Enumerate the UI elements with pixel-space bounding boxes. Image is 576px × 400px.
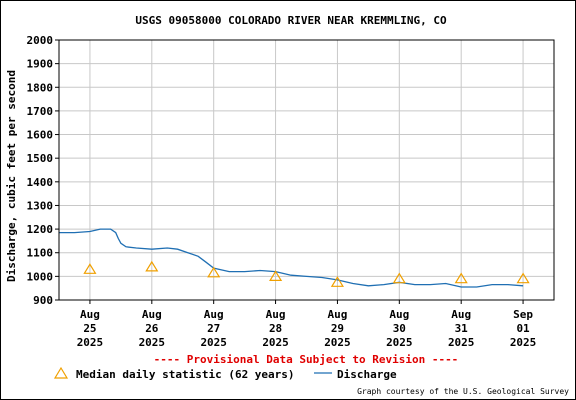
credit-text: Graph courtesy of the U.S. Geological Su… (357, 387, 569, 396)
y-axis-label: Discharge, cubic feet per second (5, 70, 18, 282)
y-tick-label: 2000 (27, 34, 54, 47)
x-axis-ticks: Aug252025Aug262025Aug272025Aug282025Aug2… (77, 300, 537, 349)
plot-border (58, 39, 555, 301)
y-tick-label: 1800 (27, 81, 54, 94)
legend: Median daily statistic (62 years) Discha… (53, 366, 397, 381)
series-line-discharge (59, 228, 524, 288)
y-tick-label: 1000 (27, 270, 54, 283)
median-marker (269, 270, 283, 281)
x-tick-label: Aug (142, 308, 162, 321)
y-tick-label: 1200 (27, 223, 54, 236)
x-tick-label: 30 (393, 322, 406, 335)
legend-triangle-marker (53, 366, 69, 379)
y-axis-ticks: 900 1000 1100 1200 1300 1400 1500 1600 1700 1800 1… (27, 34, 59, 307)
chart-title: USGS 09058000 COLORADO RIVER NEAR KREMML… (135, 14, 447, 27)
x-tick-label: Aug (204, 308, 224, 321)
median-marker (516, 272, 530, 284)
x-tick-label: 26 (145, 322, 159, 335)
x-tick-label: 01 (516, 322, 530, 335)
y-tick-label: 1400 (27, 176, 54, 189)
median-marker (392, 272, 406, 284)
legend-discharge-label: Discharge (337, 368, 397, 381)
x-tick-label: 27 (207, 322, 220, 335)
y-tick-label: 1100 (27, 247, 54, 260)
y-tick-label: 1900 (27, 58, 54, 71)
legend-median-label: Median daily statistic (62 years) (76, 368, 295, 381)
provisional-note: ---- Provisional Data Subject to Revisio… (154, 353, 459, 366)
median-marker (207, 266, 221, 278)
plot-series (59, 228, 530, 288)
x-tick-label: 2025 (262, 336, 289, 349)
x-tick-label: Aug (389, 308, 409, 321)
median-marker (83, 263, 97, 274)
y-tick-label: 1700 (27, 105, 54, 118)
x-tick-label: 25 (83, 322, 96, 335)
x-tick-label: Aug (266, 308, 286, 321)
x-tick-label: 28 (269, 322, 282, 335)
x-tick-label: 2025 (200, 336, 227, 349)
x-tick-label: 2025 (448, 336, 475, 349)
x-tick-label: Sep (513, 308, 533, 321)
x-tick-label: Aug (328, 308, 348, 321)
y-tick-label: 900 (33, 294, 53, 307)
x-tick-label: 2025 (324, 336, 351, 349)
x-tick-label: Aug (80, 308, 100, 321)
y-tick-label: 1600 (27, 129, 54, 142)
x-tick-label: 31 (455, 322, 469, 335)
y-tick-label: 1300 (27, 199, 54, 212)
median-marker (145, 260, 159, 272)
plot-grid (59, 39, 554, 301)
median-marker (454, 272, 468, 284)
x-tick-label: Aug (451, 308, 471, 321)
x-tick-label: 2025 (386, 336, 413, 349)
x-tick-label: 2025 (139, 336, 166, 349)
x-tick-label: 2025 (510, 336, 537, 349)
x-tick-label: 2025 (77, 336, 104, 349)
plot-axes (58, 39, 555, 301)
y-tick-label: 1500 (27, 152, 54, 165)
x-tick-label: 29 (331, 322, 344, 335)
median-marker (330, 276, 344, 287)
